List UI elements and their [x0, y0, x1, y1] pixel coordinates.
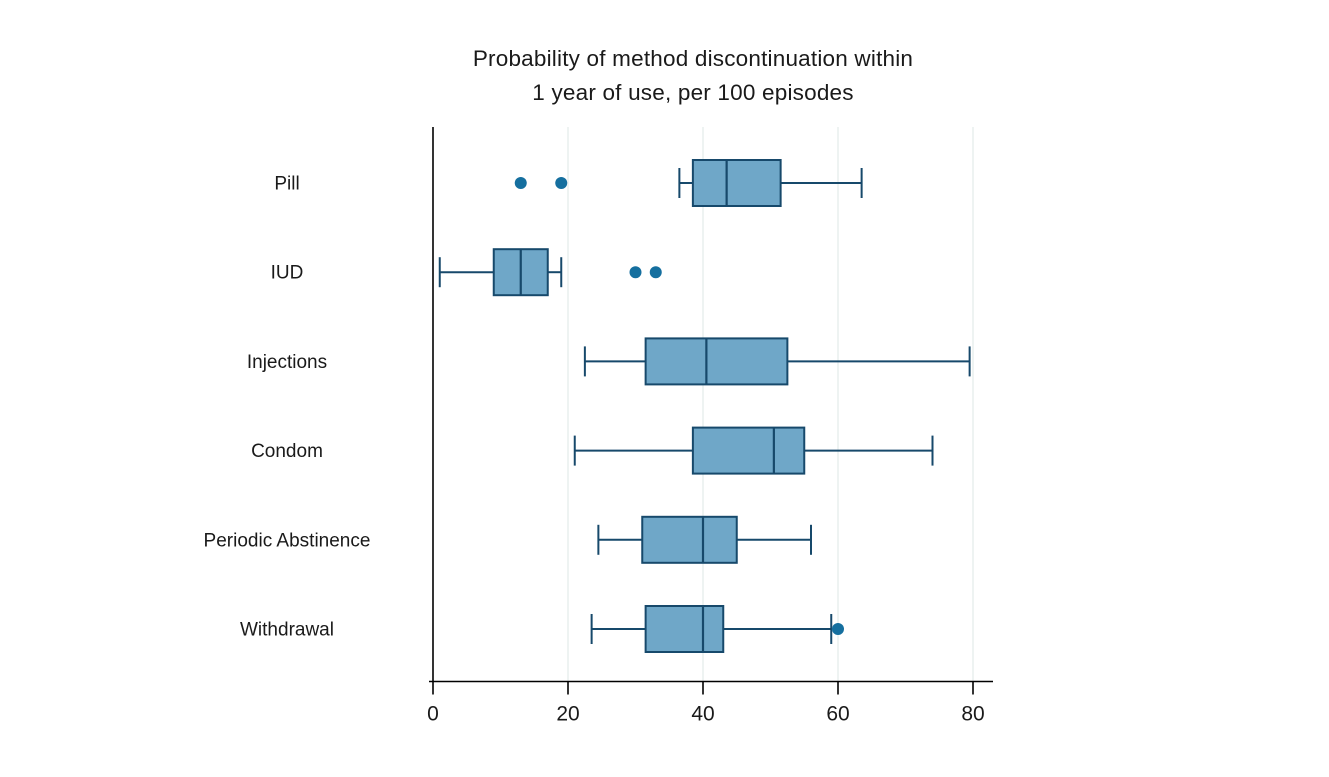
category-label-iud: IUD	[271, 263, 304, 284]
box-periodic-abstinence	[641, 515, 738, 564]
outlier-point	[629, 266, 642, 279]
outlier-point	[649, 266, 662, 279]
x-tick-label-60: 60	[826, 703, 849, 726]
x-tick-label-40: 40	[691, 703, 714, 726]
box-withdrawal	[644, 605, 725, 653]
outlier-point	[555, 177, 568, 189]
x-tick-label-20: 20	[556, 703, 579, 726]
box-injections	[644, 337, 789, 386]
chart-title-line-2: 1 year of use, per 100 episodes	[532, 80, 854, 105]
category-label-periodic-abstinence: Periodic Abstinence	[204, 530, 371, 551]
chart-title: Probability of method discontinuation wi…	[363, 42, 1023, 110]
box-pill	[691, 159, 782, 207]
category-label-condom: Condom	[251, 441, 323, 462]
category-label-injections: Injections	[247, 352, 327, 373]
x-tick-label-80: 80	[961, 703, 984, 726]
outlier-point	[832, 623, 844, 635]
box-condom	[691, 426, 806, 475]
category-label-withdrawal: Withdrawal	[240, 620, 334, 641]
category-label-pill: Pill	[274, 174, 299, 195]
x-tick-label-0: 0	[427, 703, 439, 726]
outlier-point	[514, 177, 527, 189]
chart-title-line-1: Probability of method discontinuation wi…	[472, 46, 914, 71]
